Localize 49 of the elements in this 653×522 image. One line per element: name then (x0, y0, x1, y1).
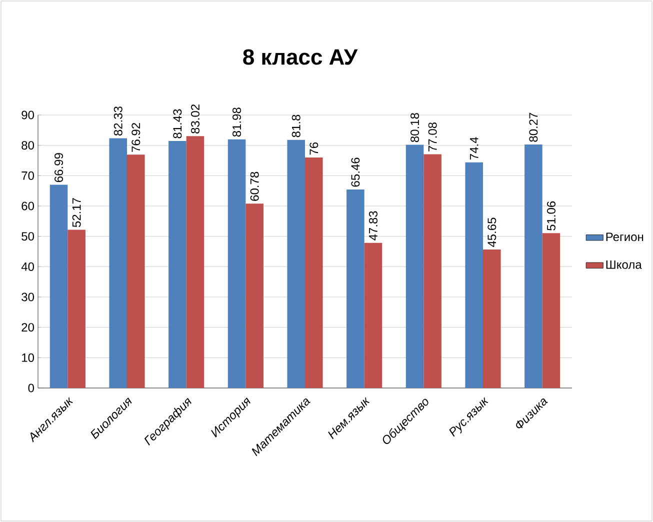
y-tick-label: 60 (22, 202, 34, 210)
y-tick-label: 50 (22, 232, 34, 241)
data-label: 51.06 (546, 201, 556, 230)
data-label: 66.99 (54, 153, 64, 182)
data-label: 81.98 (232, 108, 242, 137)
data-label: 65.46 (351, 158, 360, 187)
bar (542, 233, 560, 388)
bar (168, 140, 186, 388)
data-label: 76.92 (132, 123, 140, 152)
bar (127, 154, 145, 388)
bar (406, 144, 424, 388)
y-tick-label: 10 (22, 353, 34, 362)
chart-title: 8 класс АУ (243, 49, 358, 65)
data-label: 81.43 (173, 109, 182, 138)
bar (364, 242, 382, 388)
y-tick-label: 0 (28, 384, 34, 392)
data-label: 52.17 (72, 198, 81, 228)
bar (186, 136, 204, 388)
data-label: 47.83 (368, 211, 378, 240)
data-label: 60.78 (250, 172, 259, 201)
bar (287, 140, 305, 388)
data-label: 83.02 (190, 104, 200, 134)
y-tick-label: 30 (22, 292, 34, 302)
y-tick-label: 40 (21, 262, 34, 271)
data-label: 45.65 (488, 218, 496, 248)
bar (346, 189, 364, 388)
y-tick-label: 20 (22, 323, 34, 332)
data-label: 77.08 (428, 122, 437, 152)
bar (524, 144, 542, 388)
bar (50, 184, 68, 388)
y-tick-label: 80 (22, 141, 34, 150)
bar (228, 139, 246, 388)
bar (305, 157, 323, 388)
y-tick-label: 70 (22, 171, 34, 180)
legend-label: Школа (606, 260, 642, 269)
data-label: 81.8 (292, 114, 300, 138)
bar (465, 162, 483, 388)
data-label: 80.27 (529, 112, 538, 142)
bar (246, 204, 264, 388)
bar (68, 230, 86, 388)
y-tick-label: 90 (22, 110, 34, 120)
bar (424, 154, 442, 388)
data-label: 74.4 (470, 137, 478, 160)
legend-label: Регион (606, 232, 644, 242)
data-label: 76 (310, 142, 318, 155)
bar (482, 250, 501, 388)
data-label: 82.33 (114, 106, 122, 136)
bar (109, 138, 127, 388)
data-label: 80.18 (410, 113, 420, 142)
